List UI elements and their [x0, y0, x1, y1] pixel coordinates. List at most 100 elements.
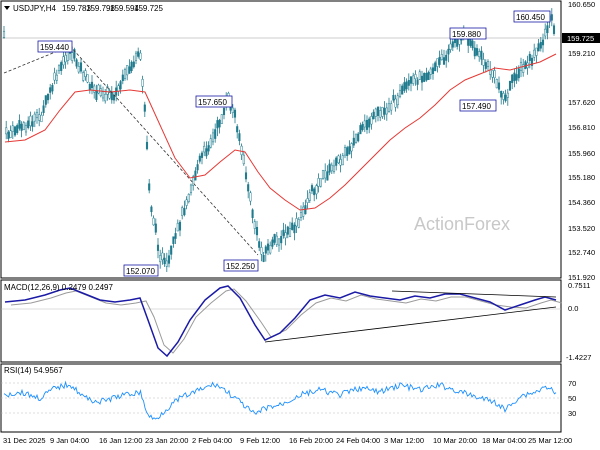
candle-body: [31, 121, 34, 127]
candle-body: [473, 47, 476, 57]
candle-body: [359, 125, 362, 135]
candle-body: [337, 155, 340, 164]
candle-body: [108, 92, 111, 99]
candle-body: [405, 81, 408, 90]
macd-axis-label: 0.7511: [568, 281, 590, 290]
candle-body: [533, 49, 536, 58]
candle-body: [214, 129, 217, 139]
candle-body: [66, 51, 69, 61]
candle-body: [264, 246, 267, 254]
candle-body: [269, 245, 272, 254]
candle-body: [42, 105, 45, 113]
annotation-label: 157.490: [462, 102, 491, 111]
candle-body: [185, 199, 188, 206]
candle-body: [79, 62, 83, 72]
candle-body: [29, 115, 32, 127]
candle-body: [339, 159, 342, 166]
candle-body: [27, 120, 30, 128]
rsi-panel: [1, 380, 561, 420]
main-panel: 159.440 157.650 152.070 152.250 159.880 157.4…: [1, 8, 561, 277]
candle-body: [187, 194, 190, 202]
candle-body: [354, 133, 358, 143]
candle-body: [119, 81, 122, 90]
candle-body: [62, 56, 65, 66]
candle-body: [205, 148, 208, 157]
candle-body: [539, 42, 542, 49]
candle-body: [313, 188, 316, 196]
price-label: 155.180: [568, 173, 595, 182]
candle-body: [440, 54, 443, 61]
candle-body: [22, 122, 25, 131]
price-label: 154.360: [568, 198, 595, 207]
candle-body: [57, 65, 61, 72]
watermark: ActionForex: [414, 214, 510, 234]
candle-body: [403, 82, 406, 91]
time-label: 23 Jan 20:00: [145, 436, 188, 445]
candle-body: [447, 48, 450, 55]
candle-body: [502, 93, 505, 100]
ohlc-low: 159.594: [110, 4, 139, 13]
candle-body: [295, 218, 298, 227]
rsi-line: [3, 380, 557, 420]
candle-body: [500, 90, 503, 98]
price-label: 156.810: [568, 123, 595, 132]
candle-body: [299, 212, 303, 218]
candle-body: [40, 114, 43, 123]
candle-body: [293, 224, 296, 234]
candle-body: [513, 72, 516, 82]
candle-body: [297, 219, 300, 228]
candle-body: [414, 74, 417, 80]
candle-body: [504, 94, 507, 102]
candle-body: [519, 61, 523, 71]
candle-body: [341, 155, 344, 166]
candle-body: [541, 39, 545, 46]
candle-body: [456, 39, 459, 47]
candle-body: [271, 239, 274, 247]
candle-body: [306, 198, 309, 203]
candle-body: [161, 252, 164, 261]
candle-body: [471, 40, 474, 49]
candle-body: [110, 91, 113, 101]
candle-body: [396, 95, 399, 106]
candle-body: [218, 119, 221, 128]
candle-body: [220, 114, 223, 124]
candle-body: [385, 107, 388, 115]
moving-average-line: [4, 53, 557, 211]
candle-body: [236, 126, 239, 133]
candle-body: [308, 192, 311, 201]
time-label: 10 Mar 20:00: [433, 436, 477, 445]
annotation-label: 159.440: [40, 43, 69, 52]
candle-body: [11, 125, 14, 132]
candle-body: [482, 59, 485, 66]
candle-body: [242, 154, 245, 165]
time-label: 16 Jan 12:00: [99, 436, 142, 445]
candle-body: [381, 107, 384, 117]
candle-body: [203, 145, 206, 153]
candle-body: [51, 85, 54, 92]
candle-body: [174, 233, 177, 239]
price-label: 151.920: [568, 273, 595, 282]
candle-body: [35, 111, 39, 119]
candle-body: [198, 155, 201, 162]
candle-body: [216, 120, 219, 129]
candle-body: [251, 209, 254, 218]
candle-body: [238, 133, 241, 142]
annotation-label: 152.250: [226, 262, 255, 271]
candle-body: [436, 58, 439, 67]
dropdown-arrow-icon[interactable]: [4, 6, 10, 10]
candle-body: [372, 111, 375, 120]
candle-body: [376, 106, 380, 116]
candle-body: [335, 157, 338, 166]
candle-body: [374, 108, 377, 117]
candle-body: [357, 133, 360, 142]
candle-body: [387, 103, 391, 112]
current-price-box: [562, 33, 600, 43]
candle-body: [192, 176, 195, 186]
candle-body: [315, 185, 318, 195]
candle-body: [418, 71, 421, 80]
candle-body: [458, 38, 461, 45]
candle-body: [383, 107, 386, 115]
candle-body: [480, 50, 483, 60]
price-label: 152.740: [568, 248, 595, 257]
annotation-label: 152.070: [126, 267, 155, 276]
